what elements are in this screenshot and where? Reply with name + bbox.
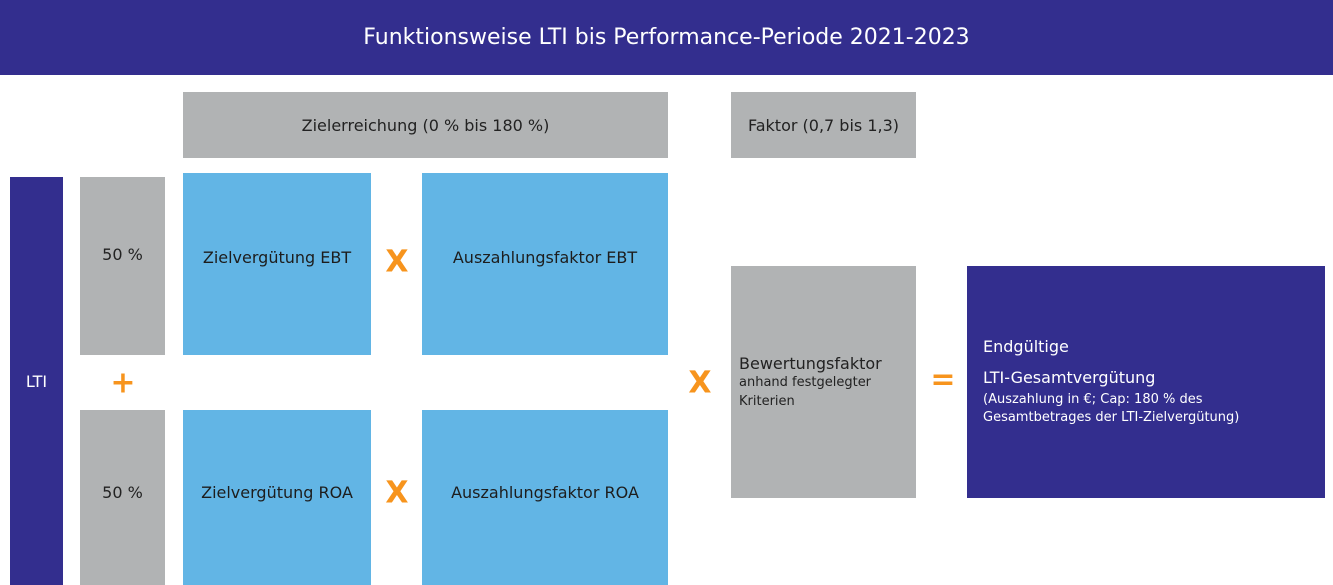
- label: Zielerreichung (0 % bis 180 %): [301, 115, 550, 135]
- final: Endgültige LTI-Gesamtvergütung (Auszahlu…: [967, 266, 1325, 498]
- multiply: X: [385, 244, 409, 280]
- label: LTI: [25, 371, 48, 391]
- equals: =: [930, 362, 956, 398]
- rating-line: Kriterien: [739, 393, 795, 409]
- roa-target: Zielvergütung ROA: [183, 410, 371, 585]
- plus: +: [110, 365, 136, 401]
- label: Zielvergütung EBT: [202, 247, 352, 267]
- title: Funktionsweise LTI bis Performance-Perio…: [363, 25, 970, 50]
- factor: Faktor (0,7 bis 1,3): [731, 92, 916, 158]
- roa-share: 50 %: [80, 410, 165, 585]
- label: Auszahlungsfaktor EBT: [452, 247, 638, 267]
- ebt-payout: Auszahlungsfaktor EBT: [422, 173, 668, 355]
- final-line: LTI-Gesamtvergütung: [983, 368, 1156, 387]
- header: Funktionsweise LTI bis Performance-Perio…: [0, 0, 1333, 75]
- final-line: Endgültige: [983, 337, 1069, 356]
- label: Faktor (0,7 bis 1,3): [747, 115, 899, 135]
- label: Zielvergütung ROA: [201, 483, 353, 502]
- ebt-share: 50 %: [80, 177, 165, 355]
- rating: Bewertungsfaktor anhand festgelegter Kri…: [731, 266, 916, 498]
- rating-title: Bewertungsfaktor: [739, 353, 882, 373]
- multiply: X: [385, 475, 409, 511]
- label: Auszahlungsfaktor ROA: [451, 483, 639, 502]
- roa-payout: Auszahlungsfaktor ROA: [422, 410, 668, 585]
- label: 50 %: [102, 245, 143, 264]
- multiply: X: [688, 365, 712, 401]
- label: 50 %: [102, 483, 143, 502]
- final-note: Gesamtbetrages der LTI-Zielvergütung): [983, 410, 1240, 425]
- target-achievement: Zielerreichung (0 % bis 180 %): [183, 92, 668, 158]
- ebt-target: Zielvergütung EBT: [183, 173, 371, 355]
- rating-line: anhand festgelegter: [739, 374, 872, 390]
- lti: LTI: [10, 177, 63, 585]
- final-note: (Auszahlung in €; Cap: 180 % des: [983, 392, 1203, 407]
